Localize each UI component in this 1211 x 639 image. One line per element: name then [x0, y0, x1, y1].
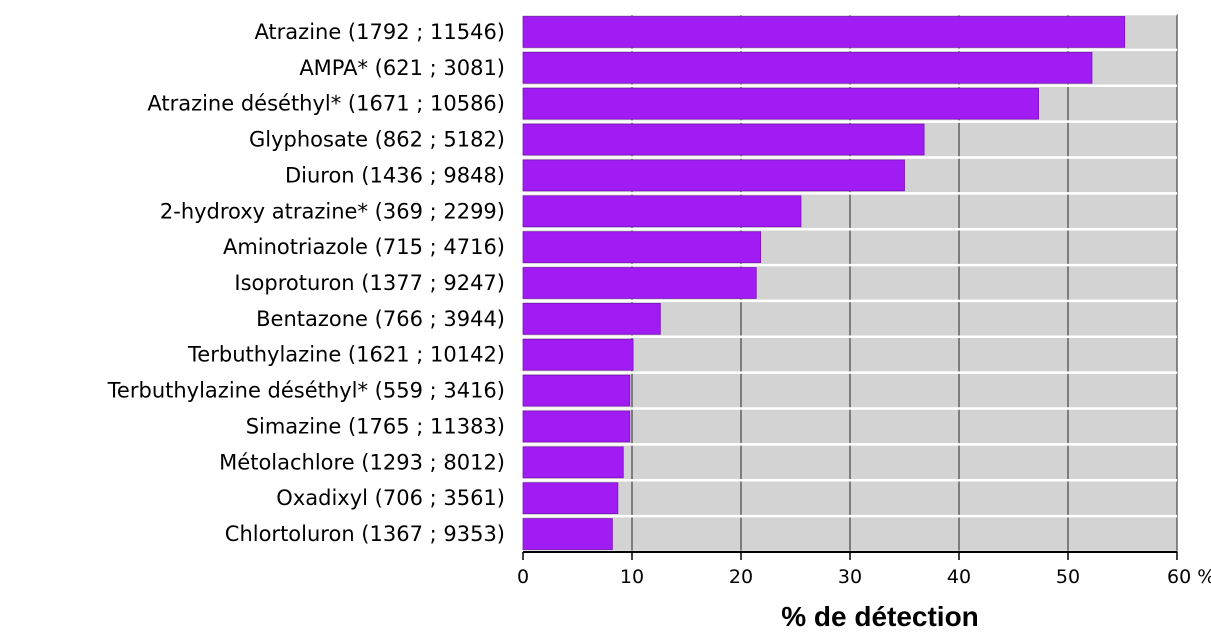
x-tick-label: 0	[517, 566, 529, 588]
category-label: Oxadixyl (706 ; 3561)	[276, 486, 505, 510]
bar	[522, 410, 631, 443]
category-label: Simazine (1765 ; 11383)	[246, 414, 505, 438]
category-label: 2-hydroxy atrazine* (369 ; 2299)	[160, 199, 505, 223]
category-label: Chlortoluron (1367 ; 9353)	[225, 522, 505, 546]
category-label: Aminotriazole (715 ; 4716)	[223, 235, 505, 259]
bar	[522, 51, 1093, 84]
x-tick-labels: 0 10 20 30 40 50 60 %	[517, 552, 1211, 588]
bar	[522, 446, 624, 479]
bar	[522, 338, 634, 371]
bar	[522, 518, 613, 550]
category-label: Atrazine déséthyl* (1671 ; 10586)	[147, 92, 505, 116]
x-tick-label: 40	[947, 566, 971, 588]
category-label: Terbuthylazine déséthyl* (559 ; 3416)	[107, 379, 505, 403]
x-tick-label: 20	[729, 566, 753, 588]
bar	[522, 267, 757, 299]
bar	[522, 159, 905, 192]
bar	[522, 16, 1126, 48]
x-tick-label: 60 %	[1167, 566, 1211, 588]
bar	[522, 231, 762, 263]
bar	[522, 123, 925, 156]
category-label: Terbuthylazine (1621 ; 10142)	[187, 343, 505, 367]
bar	[522, 482, 619, 515]
category-label: AMPA* (621 ; 3081)	[299, 56, 505, 80]
x-axis-title: % de détection	[781, 601, 979, 632]
bar	[522, 195, 802, 228]
bar	[522, 87, 1039, 120]
x-tick-label: 50	[1056, 566, 1080, 588]
bars	[522, 16, 1126, 550]
category-label: Diuron (1436 ; 9848)	[285, 163, 505, 187]
x-tick-label: 30	[838, 566, 862, 588]
category-label: Métolachlore (1293 ; 8012)	[219, 450, 505, 474]
category-label: Atrazine (1792 ; 11546)	[254, 20, 505, 44]
category-labels: Atrazine (1792 ; 11546) AMPA* (621 ; 3081…	[107, 20, 505, 546]
bar	[522, 303, 661, 335]
category-label: Glyphosate (862 ; 5182)	[249, 128, 505, 152]
x-tick-label: 10	[620, 566, 644, 588]
bar	[522, 374, 631, 407]
category-label: Isoproturon (1377 ; 9247)	[234, 271, 505, 295]
category-label: Bentazone (766 ; 3944)	[256, 307, 505, 331]
